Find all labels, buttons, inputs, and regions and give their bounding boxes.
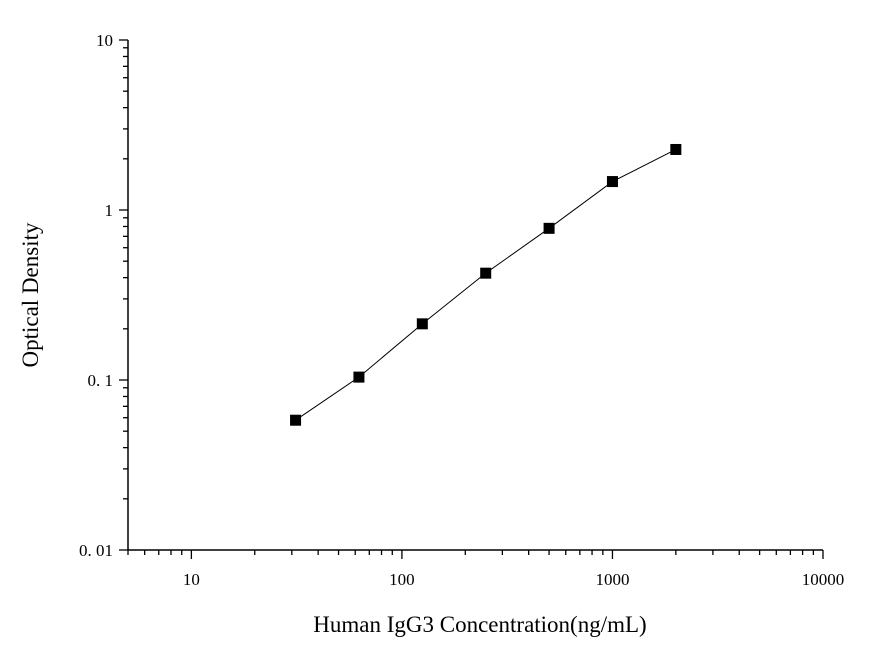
ticks	[119, 39, 824, 559]
y-tick-label: 0. 1	[88, 371, 114, 390]
data-point-marker	[606, 176, 618, 188]
y-tick-label: 1	[105, 201, 114, 220]
tick-labels: 10 100 1000 10000 0. 01 0. 1 1 10	[79, 31, 844, 589]
series-line	[295, 149, 677, 421]
x-tick-label: 100	[389, 570, 415, 589]
y-axis-title: Optical Density	[18, 222, 43, 367]
data-point-marker	[480, 267, 492, 279]
axes	[127, 40, 823, 551]
data-point-marker	[416, 318, 428, 330]
x-axis-title: Human IgG3 Concentration(ng/mL)	[313, 612, 646, 637]
data-point-marker	[353, 371, 365, 383]
x-tick-label: 10	[183, 570, 200, 589]
y-tick-label: 10	[96, 31, 113, 50]
data-point-marker	[670, 143, 682, 155]
data-point-marker	[543, 222, 555, 234]
data-point-marker	[290, 414, 302, 426]
y-tick-label: 0. 01	[79, 541, 113, 560]
x-tick-label: 10000	[802, 570, 845, 589]
x-tick-label: 1000	[595, 570, 629, 589]
plot-area	[290, 143, 682, 426]
